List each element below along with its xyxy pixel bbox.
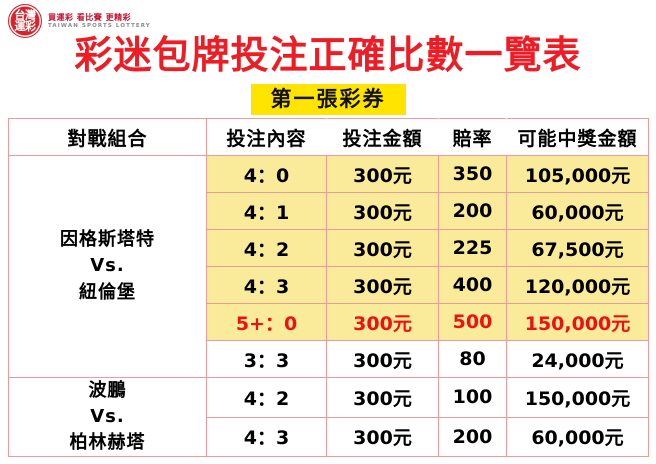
logo-line-1: 台灣 <box>14 8 37 23</box>
match-cell: 因格斯塔特 Vs. 紐倫堡 <box>8 155 207 378</box>
payout-cell: 60,000元 <box>506 192 649 230</box>
brand-english-name: TAIWAN SPORTS LOTTERY <box>48 22 151 29</box>
table-row: 4：3 300元 400 120,000元 <box>9 266 649 304</box>
odds-cell: 100 <box>438 377 507 418</box>
payout-cell: 60,000元 <box>506 416 649 458</box>
bet-cell: 5+：0 <box>206 303 327 341</box>
amount-cell: 300元 <box>326 416 439 458</box>
table-row: 4：1 300元 200 60,000元 <box>9 192 649 230</box>
odds-table-container: 對戰組合 投注內容 投注金額 賠率 可能中獎金額 因格斯塔特 Vs. 紐倫堡 4：0 3… <box>8 118 649 458</box>
payout-cell: 24,000元 <box>506 340 649 378</box>
column-header-match: 對戰組合 <box>8 118 207 156</box>
table-row: 4：3 300元 200 60,000元 <box>9 416 649 458</box>
bet-cell: 3：3 <box>206 340 327 378</box>
bet-cell: 4：3 <box>206 416 327 458</box>
odds-cell: 500 <box>438 303 507 341</box>
payout-cell: 67,500元 <box>506 229 649 267</box>
sub-banner-container: 第一張彩券 <box>0 84 656 116</box>
payout-cell: 150,000元 <box>506 377 649 418</box>
bet-cell: 4：2 <box>206 229 327 267</box>
column-header-amount: 投注金額 <box>326 118 439 156</box>
amount-cell: 300元 <box>326 229 439 267</box>
table-head: 對戰組合 投注內容 投注金額 賠率 可能中獎金額 <box>8 118 649 156</box>
odds-cell: 80 <box>438 340 507 378</box>
amount-cell: 300元 <box>326 192 439 230</box>
bet-cell: 4：0 <box>206 155 327 193</box>
brand-text: 買運彩 看比賽 更精彩 TAIWAN SPORTS LOTTERY <box>48 13 151 30</box>
odds-cell: 200 <box>438 416 507 458</box>
match-away: 紐倫堡 <box>79 281 136 303</box>
ticket-label-banner: 第一張彩券 <box>250 84 406 116</box>
brand-logo: 台灣 運彩 買運彩 看比賽 更精彩 TAIWAN SPORTS LOTTERY <box>8 4 151 38</box>
payout-cell: 120,000元 <box>506 266 649 304</box>
amount-cell: 300元 <box>326 155 439 193</box>
amount-cell: 300元 <box>326 340 439 378</box>
odds-cell: 200 <box>438 192 507 230</box>
table-row: 波鵬 Vs. 柏林赫塔 4：2 300元 100 150,000元 <box>8 376 649 458</box>
match-away: 柏林赫塔 <box>69 432 146 454</box>
logo-line-2: 運彩 <box>14 19 37 34</box>
bet-cell: 4：2 <box>206 377 327 418</box>
table-row: 5+：0 300元 500 150,000元 <box>9 303 649 341</box>
odds-cell: 400 <box>438 266 507 304</box>
table-row: 3：3 300元 80 24,000元 <box>9 340 649 378</box>
match-home: 波鵬 <box>88 380 127 401</box>
table-header-row: 對戰組合 投注內容 投注金額 賠率 可能中獎金額 <box>8 118 649 156</box>
taiwan-sports-lottery-logo-icon: 台灣 運彩 <box>8 4 42 38</box>
amount-cell: 300元 <box>326 266 439 304</box>
bet-cell: 4：1 <box>206 192 327 230</box>
column-header-odds: 賠率 <box>438 118 507 156</box>
match-vs: Vs. <box>90 406 125 428</box>
odds-table: 對戰組合 投注內容 投注金額 賠率 可能中獎金額 因格斯塔特 Vs. 紐倫堡 4：0 3… <box>8 118 649 458</box>
amount-cell: 300元 <box>326 303 439 341</box>
odds-cell: 225 <box>438 229 507 267</box>
odds-cell: 350 <box>438 155 507 193</box>
payout-cell: 105,000元 <box>506 155 649 193</box>
table-row: 因格斯塔特 Vs. 紐倫堡 4：0 300元 350 105,000元 <box>8 155 649 378</box>
column-header-bet: 投注內容 <box>206 118 327 156</box>
match-cell: 波鵬 Vs. 柏林赫塔 <box>8 376 207 458</box>
brand-slogan: 買運彩 看比賽 更精彩 <box>48 12 132 22</box>
match-vs: Vs. <box>90 255 125 277</box>
table-body: 因格斯塔特 Vs. 紐倫堡 4：0 300元 350 105,000元 4：1 300元 200 6… <box>8 155 649 458</box>
column-header-payout: 可能中獎金額 <box>506 118 649 156</box>
amount-cell: 300元 <box>326 377 439 418</box>
bet-cell: 4：3 <box>206 266 327 304</box>
match-home: 因格斯塔特 <box>60 229 155 251</box>
page-title: 彩迷包牌投注正確比數一覽表 <box>74 33 582 77</box>
table-row: 4：2 300元 225 67,500元 <box>9 229 649 267</box>
payout-cell: 150,000元 <box>506 303 649 341</box>
